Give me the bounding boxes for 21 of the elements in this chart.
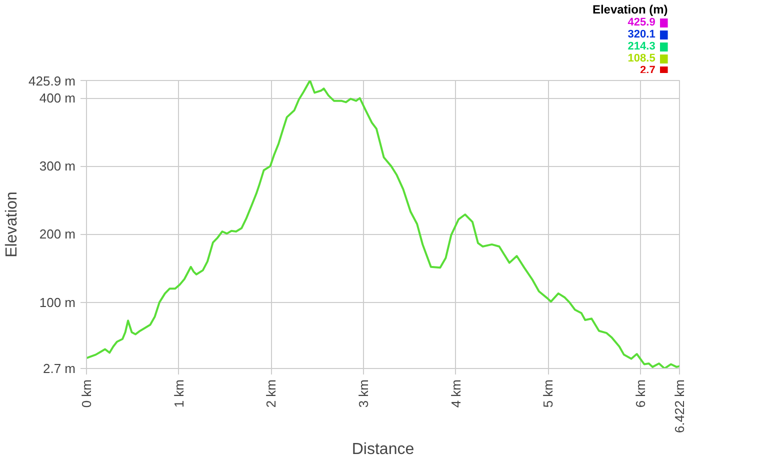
y-tick-label: 400 m — [39, 90, 76, 106]
x-tick-label: 0 km — [79, 380, 94, 408]
y-tick-label: 425.9 m — [28, 74, 76, 88]
color-bar-title: Elevation (m) — [592, 2, 668, 16]
x-tick-label: 4 km — [448, 380, 464, 408]
x-tick-label: 1 km — [171, 380, 186, 408]
x-tick-label: 2 km — [264, 380, 279, 408]
x-tick-label: 6.422 km — [672, 379, 687, 433]
x-axis-title: Distance — [352, 440, 414, 458]
x-tick-label: 5 km — [540, 380, 556, 408]
color-bar-label: 108.5 — [628, 52, 656, 64]
y-tick-label: 100 m — [39, 294, 76, 310]
color-bar-label: 320.1 — [628, 28, 656, 40]
y-axis-title: Elevation — [4, 192, 21, 258]
x-tick-label: 3 km — [356, 380, 372, 408]
color-bar-label: 425.9 — [628, 16, 656, 28]
y-tick-label: 2.7 m — [42, 361, 76, 376]
y-tick-label: 300 m — [39, 158, 76, 174]
y-tick-label: 200 m — [39, 226, 76, 242]
color-bar-label: 214.3 — [628, 40, 656, 52]
x-tick-label: 6 km — [633, 380, 648, 408]
